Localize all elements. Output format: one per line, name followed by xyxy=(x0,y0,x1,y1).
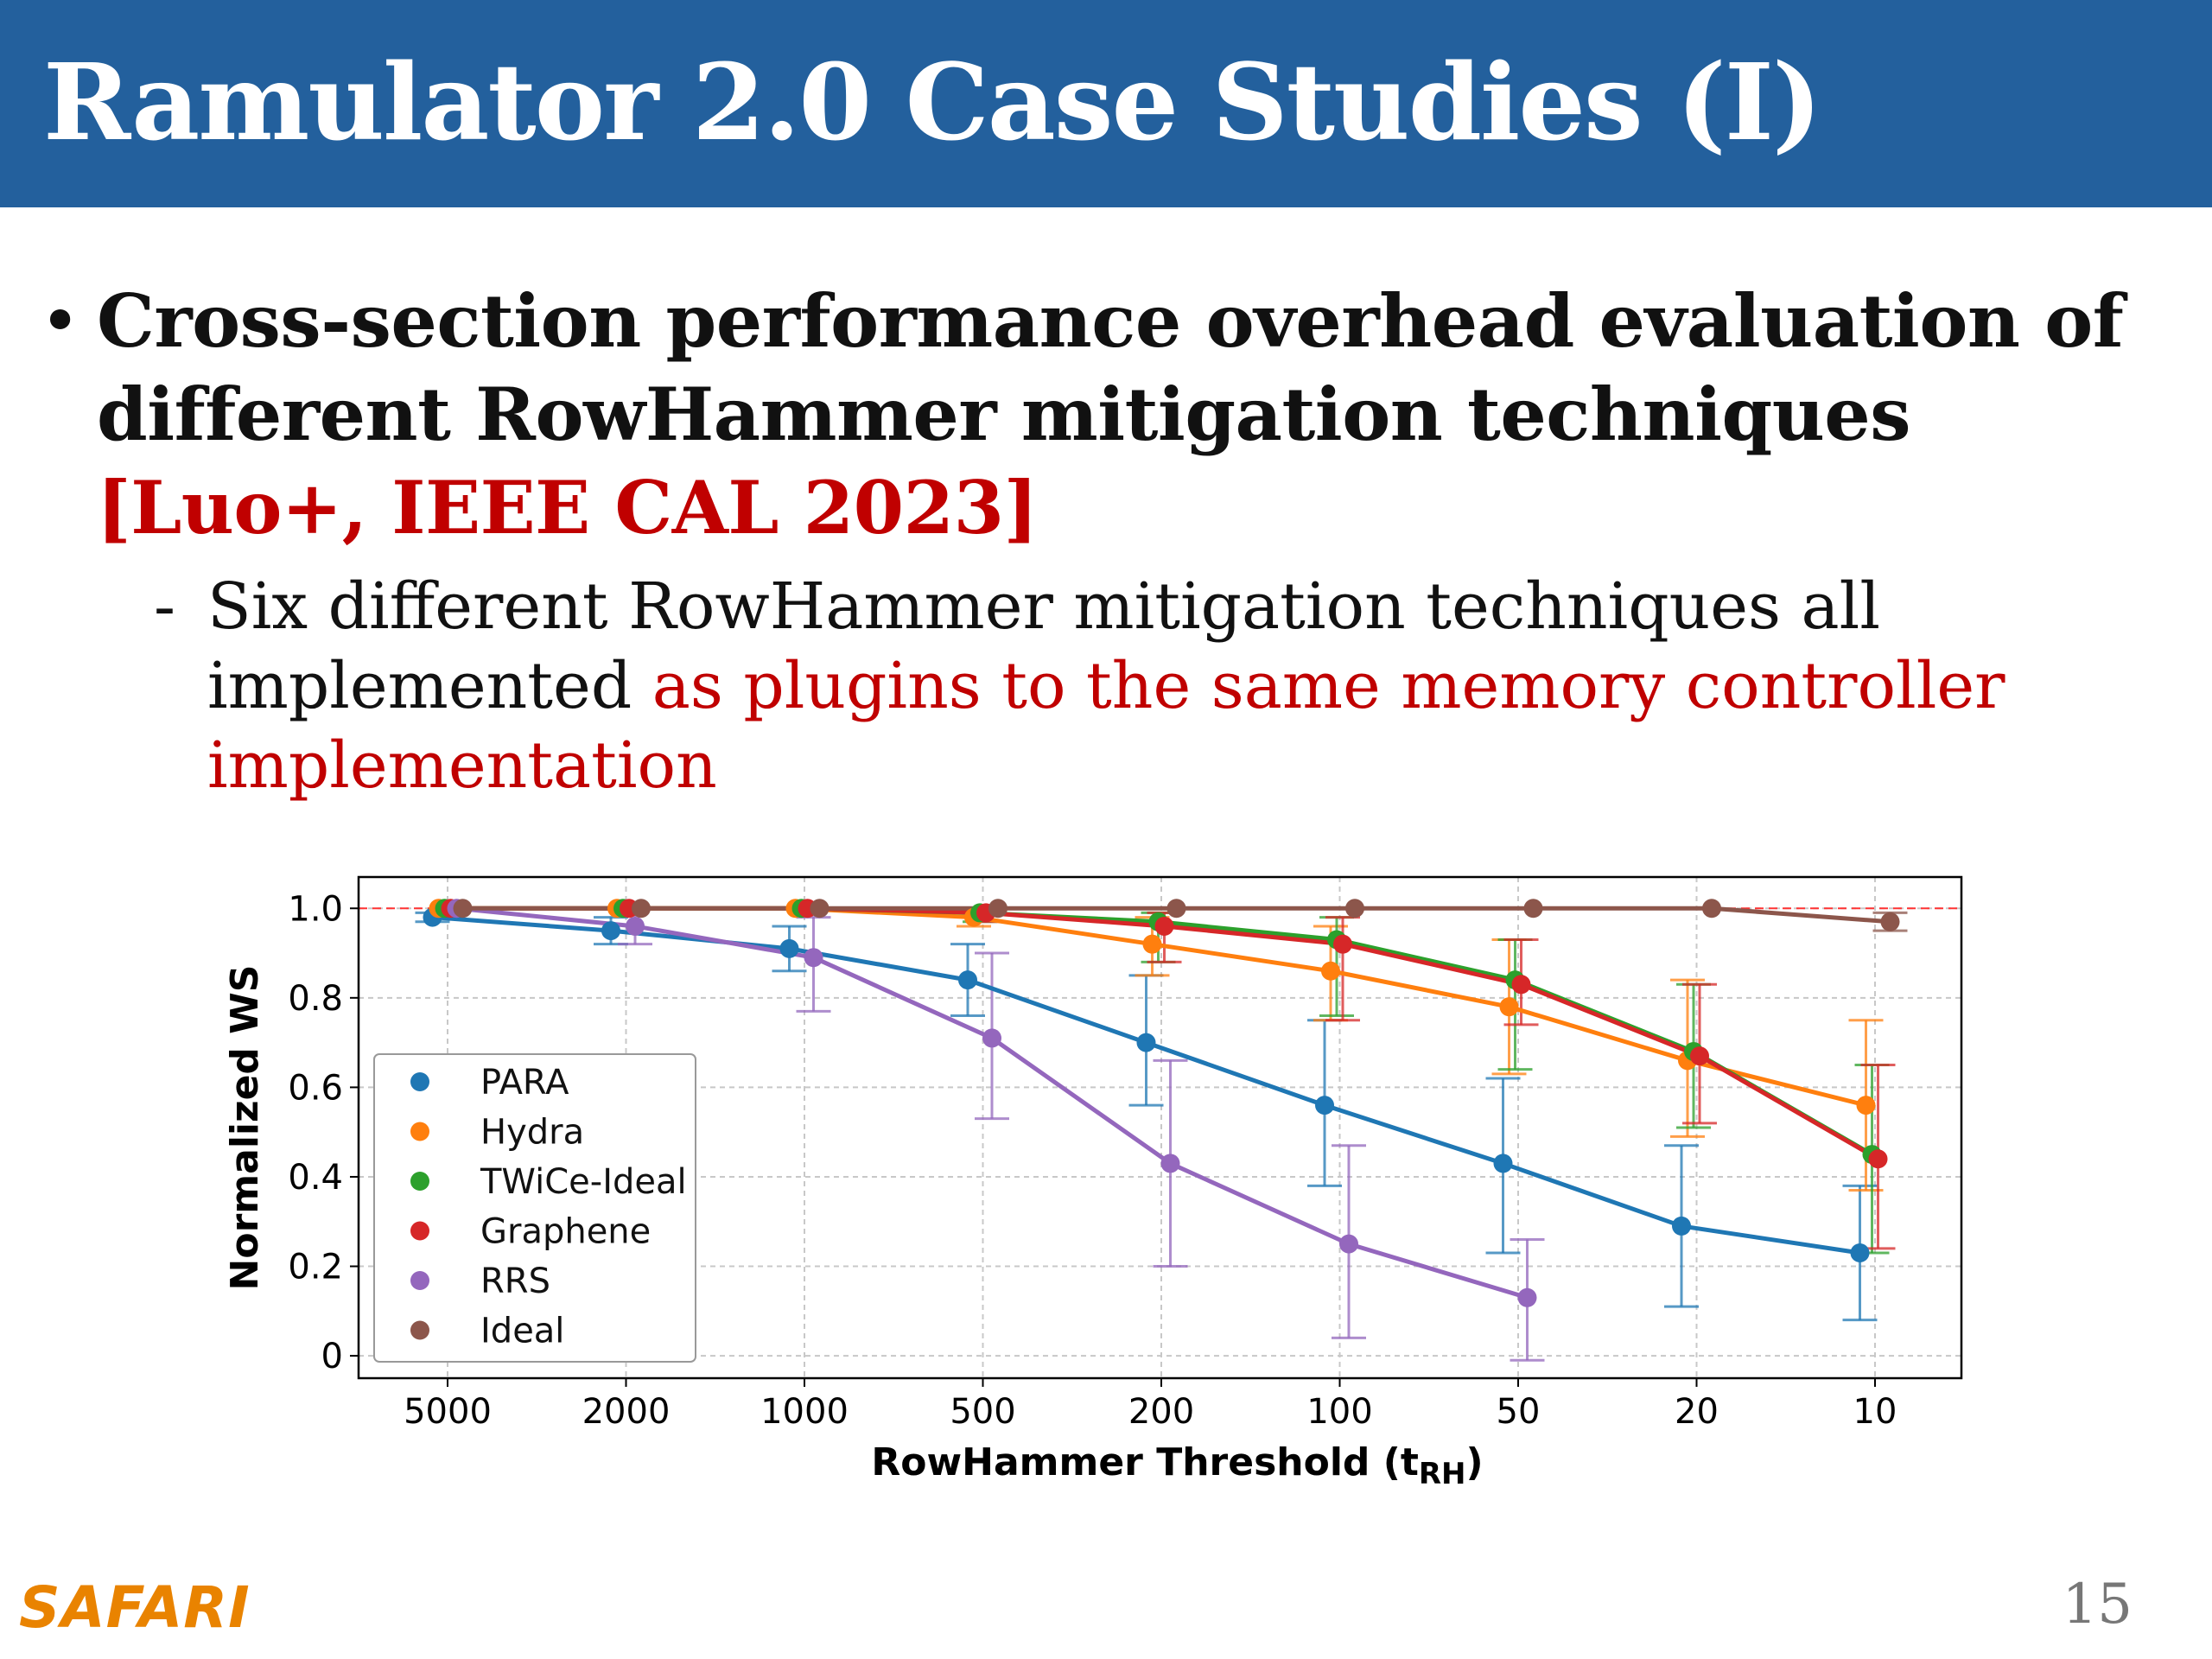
x-tick-label: 100 xyxy=(1306,1392,1372,1432)
legend-label-ideal: Ideal xyxy=(480,1312,564,1351)
x-tick-label: 10 xyxy=(1853,1392,1897,1432)
legend-label-para: PARA xyxy=(480,1063,569,1103)
data-point-rrs xyxy=(1339,1234,1358,1254)
y-tick-label: 0.8 xyxy=(288,979,343,1019)
data-point-para xyxy=(958,970,977,990)
x-tick-label: 20 xyxy=(1675,1392,1719,1432)
data-point-para xyxy=(1493,1154,1513,1173)
data-point-rrs xyxy=(804,948,823,968)
data-point-graphene xyxy=(1868,1149,1888,1169)
data-point-ideal xyxy=(988,899,1007,918)
data-point-ideal xyxy=(1345,899,1364,918)
data-point-ideal xyxy=(810,899,830,918)
slide-title: Ramulator 2.0 Case Studies (I) xyxy=(43,40,1822,164)
sub-bullet-text: Six different RowHammer mitigation techn… xyxy=(207,569,1880,723)
data-point-ideal xyxy=(1523,899,1543,918)
title-bar: Ramulator 2.0 Case Studies (I) xyxy=(0,0,2212,207)
bullet-text: Cross-section performance overhead evalu… xyxy=(97,278,2124,457)
data-point-ideal xyxy=(1702,899,1721,918)
x-tick-label: 500 xyxy=(950,1392,1015,1432)
page-number: 15 xyxy=(2062,1573,2133,1637)
data-point-graphene xyxy=(1511,975,1531,995)
data-point-rrs xyxy=(982,1028,1001,1048)
data-point-ideal xyxy=(632,899,651,918)
dash-icon: - xyxy=(154,569,176,644)
x-tick-label: 1000 xyxy=(760,1392,849,1432)
legend-label-rrs: RRS xyxy=(480,1262,550,1301)
y-tick-label: 0.6 xyxy=(288,1068,343,1108)
legend-marker-para xyxy=(410,1072,429,1091)
chart-legend: PARA Hydra TWiCe-Ideal Graphene RRS Ideal xyxy=(373,1053,696,1363)
legend-marker-rrs xyxy=(410,1271,429,1290)
x-axis-label: RowHammer Threshold (tRH) xyxy=(871,1440,1483,1491)
legend-label-graphene: Graphene xyxy=(480,1212,651,1252)
plot-area xyxy=(357,875,1963,1380)
data-point-graphene xyxy=(1690,1046,1709,1066)
safari-logo: SAFARI xyxy=(19,1574,251,1641)
legend-marker-hydra xyxy=(410,1122,429,1141)
x-tick-label: 2000 xyxy=(582,1392,671,1432)
main-bullet: • Cross-section performance overhead eva… xyxy=(35,275,2143,555)
data-point-para xyxy=(1672,1216,1691,1236)
legend-marker-twice-ideal xyxy=(410,1172,429,1191)
data-point-rrs xyxy=(1160,1154,1180,1173)
rowhammer-chart: 5000 2000 1000 500 200 100 50 20 1000.20.40.60.8… xyxy=(223,875,1963,1491)
data-point-para xyxy=(1315,1096,1334,1116)
sub-bullet-highlight: as plugins to the same memory controller… xyxy=(207,649,2005,803)
data-point-hydra xyxy=(1499,997,1519,1017)
y-axis-label: Normalized WS xyxy=(223,965,267,1291)
data-point-hydra xyxy=(1856,1096,1876,1116)
series-markers xyxy=(423,899,1900,1307)
y-tick-label: 0 xyxy=(321,1337,343,1376)
bullet-block: • Cross-section performance overhead eva… xyxy=(35,275,2143,805)
y-tick-label: 1.0 xyxy=(288,889,343,929)
data-point-para xyxy=(1136,1033,1156,1052)
data-point-graphene xyxy=(1333,934,1352,954)
legend-marker-ideal xyxy=(410,1320,429,1340)
data-point-rrs xyxy=(1517,1287,1537,1307)
legend-label-hydra: Hydra xyxy=(480,1113,584,1153)
data-point-ideal xyxy=(453,899,473,918)
bullet-dot-icon: • xyxy=(40,281,81,361)
y-tick-label: 0.4 xyxy=(288,1158,343,1198)
reference-citation: [Luo+, IEEE CAL 2023] xyxy=(97,465,1038,550)
x-tick-label: 50 xyxy=(1497,1392,1541,1432)
legend-label-twice-ideal: TWiCe-Ideal xyxy=(480,1162,687,1202)
legend-marker-graphene xyxy=(410,1221,429,1241)
x-tick-label: 5000 xyxy=(404,1392,492,1432)
data-point-para xyxy=(601,921,620,941)
x-tick-label: 200 xyxy=(1128,1392,1194,1432)
data-point-rrs xyxy=(626,916,645,936)
data-point-hydra xyxy=(1142,934,1162,954)
data-point-graphene xyxy=(1154,916,1174,936)
data-point-ideal xyxy=(1880,912,1900,931)
y-tick-label: 0.2 xyxy=(288,1248,343,1287)
data-point-ideal xyxy=(1166,899,1186,918)
data-point-para xyxy=(1850,1243,1870,1262)
legend-box xyxy=(373,1053,696,1363)
data-point-para xyxy=(779,938,799,958)
sub-bullet: - Six different RowHammer mitigation tec… xyxy=(35,567,2143,805)
axis-ticks: 5000 2000 1000 500 200 100 50 20 1000.20.40.60.8… xyxy=(288,889,1897,1432)
data-point-hydra xyxy=(1321,961,1340,981)
